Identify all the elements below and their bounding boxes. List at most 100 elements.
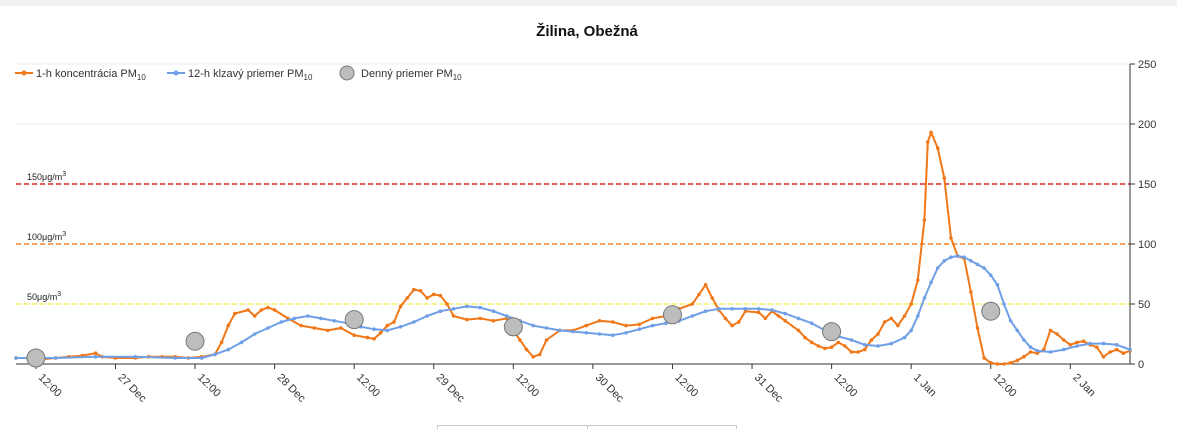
series-0-point-20 [252,314,257,318]
series-0-point-30 [365,335,370,340]
legend: 1-h koncentrácia PM10 12-h klzavý priemer… [15,65,462,82]
series-1-point-81 [1075,344,1079,348]
series-1-point-47 [756,307,761,311]
y-tick-label-0: 0 [1138,359,1144,371]
series-0-point-41 [438,293,443,298]
series-0-point-85 [843,344,847,348]
series-1-point-26 [478,305,482,310]
series-1-point-68 [969,259,973,263]
series-0-point-112 [1015,358,1020,363]
y-tick-label-2: 100 [1138,239,1156,251]
series-1-point-15 [332,319,337,323]
series-line-1 [16,255,1131,359]
series-0-point-79 [803,335,807,340]
series-0-point-127 [1114,347,1119,352]
legend-marker-dot-0 [21,70,27,76]
x-axis: 12:00 27 Dec 12:00 28 Dec 12:00 29 Dec 12:00 30… [16,363,1130,405]
series-0-point-74 [763,316,768,321]
series-1-point-27 [491,309,496,314]
series-0-point-69 [723,316,728,321]
series-0-point-67 [710,296,715,300]
series-0-point-22 [266,305,270,310]
series-1-point-63 [935,266,940,270]
series-0-point-6 [93,351,98,356]
series-1-point-46 [743,307,748,311]
series-1-point-36 [610,333,615,338]
series-0-point-80 [809,340,814,345]
series-0-point-124 [1095,345,1099,350]
series-0-point-101 [942,176,947,180]
series-0-point-39 [425,296,429,300]
daily-avg-point-1 [185,331,205,351]
series-1-point-67 [962,255,967,259]
y-tick-label-3: 150 [1138,179,1156,191]
y-tick-label-4: 200 [1138,119,1156,131]
series-1-point-51 [809,321,814,326]
series-0-point-120 [1068,343,1073,347]
series-1-point-6 [213,352,217,357]
series-1-point-72 [995,283,1000,287]
series-1-point-20 [398,325,403,329]
series-0-point-58 [610,320,615,324]
series-0-point-83 [829,345,834,350]
x-tick-label-7: 30 Dec [593,372,626,405]
series-1-point-38 [637,327,642,332]
x-tick-label-13: 2 Jan [1070,372,1098,400]
series-line-0 [16,131,1131,365]
series-0-point-34 [392,320,396,324]
series-1-point-7 [226,347,230,352]
x-tick-label-9: 31 Dec [752,372,785,405]
series-0-point-94 [902,314,907,318]
series-1-point-70 [982,266,986,270]
series-0-point-118 [1055,332,1059,336]
series-0-point-81 [816,344,821,348]
daily-avg-point-6 [981,301,1001,321]
series-0-point-27 [325,328,330,333]
legend-label-2: Denný priemer PM10 [361,68,462,82]
series-1-point-18 [372,327,376,332]
series-0-point-107 [982,356,986,360]
series-0-point-86 [849,350,854,354]
y-tick-label-1: 50 [1138,299,1150,311]
series-0-point-110 [1002,362,1006,366]
daily-avg-point-3 [503,317,523,337]
series-0-point-18 [233,311,237,316]
y-axis: 0 50 100 150 200 250 [1129,59,1156,371]
series-0-point-46 [491,319,496,323]
series-1-point-22 [425,314,429,318]
series-0-point-78 [796,328,801,333]
series-0-point-37 [412,287,416,292]
series-1-point-83 [1101,341,1106,346]
series-1-point-84 [1114,343,1119,347]
threshold-label-50: 50μg/m3 [27,291,61,302]
bottom-tabs [437,425,737,429]
series-0-point-28 [339,326,343,330]
series-1-point-1 [53,356,58,360]
chart-title: Žilina, Obežná [536,22,638,40]
series-1-point-76 [1022,338,1026,342]
series-0-point-53 [544,338,549,342]
series-0-point-70 [730,323,734,328]
series-0-point-42 [445,302,449,306]
x-tick-label-1: 27 Dec [115,372,148,405]
series-1-point-69 [975,262,980,267]
series-0-point-50 [524,347,529,352]
series-1-point-35 [597,332,602,336]
series-1-point-30 [531,323,536,328]
series-1-point-32 [557,328,562,333]
x-tick-label-10: 12:00 [831,372,859,400]
x-tick-label-5: 29 Dec [434,372,467,405]
series-0-point-77 [783,319,787,323]
x-tick-label-4: 12:00 [354,372,382,400]
series-0-point-91 [882,320,887,324]
series-1-point-61 [922,296,927,300]
series-0-point-38 [418,289,423,293]
series-1-point-5 [199,356,204,360]
legend-label-0: 1-h koncentrácia PM10 [36,68,146,82]
legend-marker-circle-2 [339,65,355,81]
series-1-point-44 [717,307,721,311]
series-0-point-111 [1008,361,1013,365]
series-0-point-96 [916,278,920,282]
series-0-point-122 [1081,339,1086,344]
